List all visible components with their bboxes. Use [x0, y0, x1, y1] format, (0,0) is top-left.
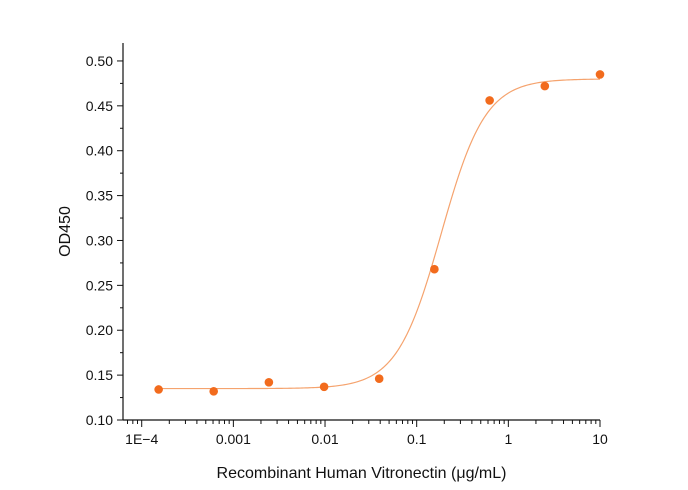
x-tick-label: 0.001 [216, 431, 251, 447]
y-tick-label: 0.15 [86, 367, 113, 383]
fit-layer [158, 78, 601, 390]
x-tick-label: 0.1 [407, 431, 427, 447]
y-axis-label: OD450 [57, 206, 74, 257]
x-axis-label: Recombinant Human Vitronectin (μg/mL) [217, 465, 507, 482]
data-point [374, 374, 384, 384]
data-point [264, 378, 274, 387]
x-tick-label: 1 [504, 431, 512, 447]
data-point [485, 96, 494, 105]
y-tick-label: 0.45 [86, 98, 113, 114]
y-tick-label: 0.35 [86, 188, 113, 204]
axes [122, 43, 600, 421]
x-tick-label: 10 [592, 431, 608, 447]
y-tick-label: 0.40 [86, 143, 113, 159]
y-tick-label: 0.50 [86, 53, 113, 69]
y-tick-label: 0.20 [86, 322, 113, 338]
y-tick-label: 0.10 [86, 412, 113, 428]
ticks: 0.10 0.15 0.20 0.25 0.30 0.35 0.40 0.45 0.50 1E−4… [86, 53, 608, 447]
fit-curve [158, 78, 601, 390]
x-tick-label: 1E−4 [125, 431, 158, 447]
data-point [154, 385, 163, 394]
data-point [595, 70, 605, 79]
y-tick-label: 0.30 [86, 232, 113, 248]
data-point [319, 382, 329, 392]
x-tick-label: 0.01 [311, 431, 338, 447]
data-point [209, 386, 218, 396]
data-points [154, 70, 605, 396]
data-point [430, 264, 439, 274]
y-tick-label: 0.25 [86, 277, 113, 293]
data-point [540, 81, 550, 91]
